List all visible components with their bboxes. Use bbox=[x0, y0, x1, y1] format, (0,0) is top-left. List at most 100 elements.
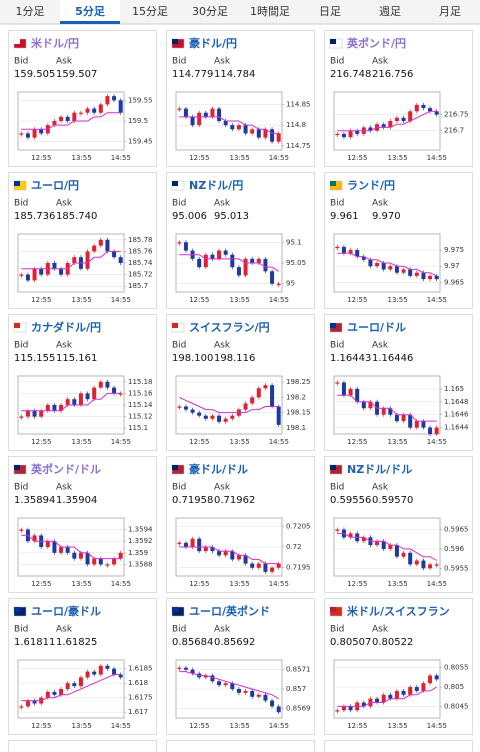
pair-title[interactable]: 豪ドル/ドル bbox=[189, 462, 248, 476]
candle bbox=[177, 108, 182, 110]
candle bbox=[217, 551, 222, 556]
tab[interactable]: 1分足 bbox=[16, 5, 45, 18]
flag bbox=[330, 607, 336, 612]
candle bbox=[236, 267, 241, 276]
candle bbox=[32, 268, 37, 281]
y-tick-label: 185.72 bbox=[128, 271, 153, 279]
candle bbox=[59, 116, 64, 121]
candle bbox=[250, 258, 255, 263]
x-tick-label: 13:55 bbox=[72, 154, 92, 162]
y-tick-label: 1.359 bbox=[128, 549, 148, 557]
pair-title[interactable]: NZドル/円 bbox=[189, 179, 243, 192]
candle bbox=[210, 675, 215, 682]
candle bbox=[177, 242, 182, 244]
bid-label: Bid bbox=[14, 341, 28, 351]
bid-value: 115.155 bbox=[14, 353, 55, 364]
y-tick-label: 198.15 bbox=[286, 409, 311, 417]
candle bbox=[434, 111, 439, 115]
candle bbox=[270, 129, 275, 142]
candle bbox=[434, 564, 439, 566]
x-tick-label: 12:55 bbox=[31, 296, 51, 304]
candle bbox=[421, 272, 426, 280]
ask-value: 1.16446 bbox=[372, 353, 413, 364]
y-tick-label: 0.805 bbox=[444, 683, 464, 691]
pair-title[interactable]: ユーロ/豪ドル bbox=[31, 604, 101, 618]
candle bbox=[341, 133, 346, 138]
pair-title[interactable]: 英ポンド/円 bbox=[346, 36, 406, 50]
candle bbox=[361, 537, 366, 542]
pair-title[interactable]: ユーロ/ドル bbox=[347, 321, 406, 334]
candle bbox=[243, 690, 248, 693]
candle bbox=[197, 258, 202, 268]
candle bbox=[401, 414, 406, 422]
candle bbox=[32, 700, 37, 704]
tab[interactable]: 30分足 bbox=[192, 5, 228, 18]
tab[interactable]: 1時間足 bbox=[250, 5, 290, 18]
bid-value: 0.85684 bbox=[172, 637, 213, 648]
plot-frame bbox=[175, 375, 283, 435]
y-tick-label: 185.78 bbox=[128, 236, 153, 244]
tab[interactable]: 月足 bbox=[439, 5, 461, 18]
ask-label: Ask bbox=[56, 341, 73, 351]
candle bbox=[85, 393, 90, 400]
candle bbox=[183, 667, 188, 670]
candle bbox=[428, 427, 433, 434]
candle bbox=[223, 418, 228, 422]
candle bbox=[98, 381, 103, 388]
pair-title[interactable]: 米ドル/円 bbox=[30, 36, 79, 50]
candle bbox=[355, 250, 360, 257]
x-tick-label: 13:55 bbox=[230, 580, 250, 588]
y-tick-label: 1.3594 bbox=[128, 526, 153, 534]
candle bbox=[85, 251, 90, 269]
candle bbox=[230, 551, 235, 560]
tab-underline bbox=[60, 21, 120, 24]
pair-title[interactable]: ランド/円 bbox=[347, 179, 395, 192]
ask-label: Ask bbox=[372, 341, 389, 351]
y-tick-label: 185.7 bbox=[128, 282, 148, 290]
tab[interactable]: 週足 bbox=[379, 5, 401, 18]
candle bbox=[92, 387, 97, 400]
candle bbox=[45, 691, 50, 698]
tab[interactable]: 15分足 bbox=[132, 5, 168, 18]
bid-label: Bid bbox=[172, 341, 186, 351]
candle bbox=[236, 555, 241, 560]
candle bbox=[217, 681, 222, 686]
flag bbox=[330, 465, 336, 470]
y-tick-label: 1.1644 bbox=[444, 424, 469, 432]
candle bbox=[361, 702, 366, 707]
bid-label: Bid bbox=[330, 199, 344, 209]
candle bbox=[414, 560, 419, 565]
y-tick-label: 114.85 bbox=[286, 100, 311, 108]
pair-title[interactable]: スイスフラン/円 bbox=[189, 321, 270, 334]
y-tick-label: 0.5955 bbox=[444, 564, 469, 572]
pair-title[interactable]: 豪ドル/円 bbox=[189, 36, 237, 50]
pair-title[interactable]: ユーロ/英ポンド bbox=[189, 604, 270, 618]
bid-value: 198.100 bbox=[172, 353, 213, 364]
x-tick-label: 12:55 bbox=[31, 722, 51, 730]
pair-title[interactable]: 米ドル/スイスフラン bbox=[346, 604, 450, 618]
ask-label: Ask bbox=[214, 57, 231, 67]
candle bbox=[85, 552, 90, 565]
pair-title[interactable]: ユーロ/円 bbox=[31, 179, 79, 192]
moving-average bbox=[337, 252, 437, 277]
x-tick-label: 12:55 bbox=[189, 438, 209, 446]
pair-title[interactable]: 英ポンド/ドル bbox=[30, 462, 101, 476]
tab[interactable]: 5分足 bbox=[75, 4, 106, 18]
flag bbox=[330, 181, 336, 186]
x-tick-label: 14:55 bbox=[111, 722, 131, 730]
y-tick-label: 115.18 bbox=[128, 378, 153, 386]
x-tick-label: 13:55 bbox=[388, 154, 408, 162]
candle bbox=[250, 690, 255, 697]
tab[interactable]: 日足 bbox=[319, 5, 341, 18]
candle bbox=[230, 415, 235, 419]
bid-value: 216.748 bbox=[330, 69, 371, 80]
pair-title[interactable]: カナダドル/円 bbox=[31, 320, 101, 334]
bid-value: 0.80507 bbox=[330, 637, 371, 648]
flag bbox=[14, 465, 20, 470]
candle bbox=[236, 125, 241, 130]
y-tick-label: 115.14 bbox=[128, 401, 153, 409]
pair-title[interactable]: NZドル/ドル bbox=[347, 463, 412, 476]
candle bbox=[118, 257, 123, 263]
candle bbox=[348, 706, 353, 711]
candle bbox=[25, 410, 30, 417]
